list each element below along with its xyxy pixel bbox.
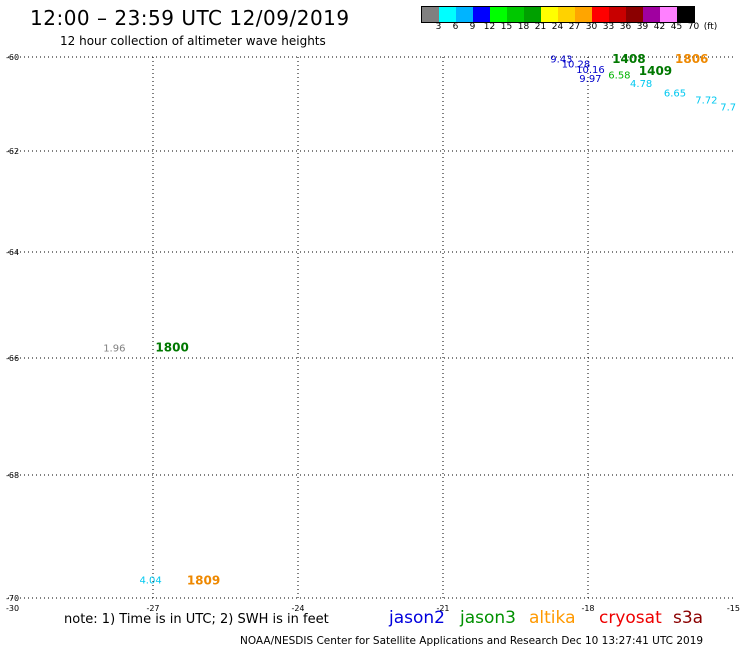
scale-swatch	[643, 7, 660, 22]
wave-height-label: 6.65	[664, 88, 686, 99]
x-tick-label: -21	[436, 604, 449, 613]
y-tick-label: -68	[6, 471, 19, 480]
scale-label: 24	[551, 22, 564, 32]
scale-swatch	[541, 7, 558, 22]
pass-time-label: 1800	[155, 340, 188, 354]
wave-height-label: 7.7	[720, 102, 736, 113]
y-tick-label: -62	[6, 147, 19, 156]
scale-label: 36	[619, 22, 632, 32]
chart-subtitle: 12 hour collection of altimeter wave hei…	[60, 34, 326, 48]
scale-label: 42	[653, 22, 666, 32]
x-tick-label: -18	[581, 604, 594, 613]
scale-label: 12	[483, 22, 496, 32]
scale-swatch	[422, 7, 439, 22]
chart-title: 12:00 – 23:59 UTC 12/09/2019	[30, 6, 350, 30]
scale-label: 33	[602, 22, 615, 32]
scale-swatch	[490, 7, 507, 22]
legend-jason2: jason2	[389, 608, 445, 628]
wave-height-label: 4.78	[630, 79, 652, 90]
scale-label: 6	[452, 22, 459, 32]
scale-swatch	[456, 7, 473, 22]
wave-height-label: 7.72	[695, 95, 717, 106]
pass-time-label: 1409	[639, 64, 672, 78]
x-tick-label: -30	[6, 604, 19, 613]
scale-label: 21	[534, 22, 547, 32]
x-tick-label: -27	[146, 604, 159, 613]
y-tick-label: -70	[6, 594, 19, 603]
y-tick-label: -60	[6, 53, 19, 62]
footnote: note: 1) Time is in UTC; 2) SWH is in fe…	[64, 612, 329, 627]
wave-height-label: 10.28	[562, 60, 591, 71]
wave-height-label: 1.96	[103, 343, 125, 354]
scale-swatch	[660, 7, 677, 22]
x-tick-label: -24	[291, 604, 304, 613]
wave-height-color-scale	[421, 6, 695, 23]
scale-swatch	[439, 7, 456, 22]
wave-height-label: 10.16	[576, 65, 605, 76]
legend-jason3: jason3	[460, 608, 516, 628]
legend-s3a: s3a	[673, 608, 704, 628]
scale-label: 39	[636, 22, 649, 32]
wave-height-label: 9.43	[550, 54, 572, 65]
scale-swatch	[524, 7, 541, 22]
scale-label: 30	[585, 22, 598, 32]
pass-time-label: 1806	[675, 52, 708, 66]
scale-label: 9	[469, 22, 476, 32]
scale-label: 18	[517, 22, 530, 32]
legend-cryosat: cryosat	[599, 608, 662, 628]
scale-label: (ft)	[703, 22, 718, 32]
scale-swatch	[677, 7, 694, 22]
scale-swatch	[626, 7, 643, 22]
pass-time-label: 1408	[612, 52, 645, 66]
scale-swatch	[592, 7, 609, 22]
scale-swatch	[473, 7, 490, 22]
y-tick-label: -64	[6, 248, 19, 257]
scale-label: 3	[435, 22, 442, 32]
x-tick-label: -15	[727, 604, 740, 613]
legend-altika: altika	[529, 608, 576, 628]
scale-label: 70	[687, 22, 700, 32]
scale-label: 45	[670, 22, 683, 32]
color-scale-labels: 3 6 9 12 15 18 21 24 27 30 33 36 39 42 45 70 (ft)	[421, 22, 740, 34]
scale-swatch	[558, 7, 575, 22]
scale-swatch	[507, 7, 524, 22]
scale-label: 27	[568, 22, 581, 32]
credit-line: NOAA/NESDIS Center for Satellite Applica…	[240, 635, 704, 647]
scale-label: 15	[500, 22, 513, 32]
y-tick-label: -66	[6, 354, 19, 363]
scale-swatch	[575, 7, 592, 22]
pass-time-label: 1809	[187, 574, 220, 588]
wave-height-label: 9.97	[579, 74, 601, 85]
wave-height-label: 6.58	[608, 70, 630, 81]
scale-swatch	[609, 7, 626, 22]
wave-height-label: 4.04	[139, 576, 161, 587]
